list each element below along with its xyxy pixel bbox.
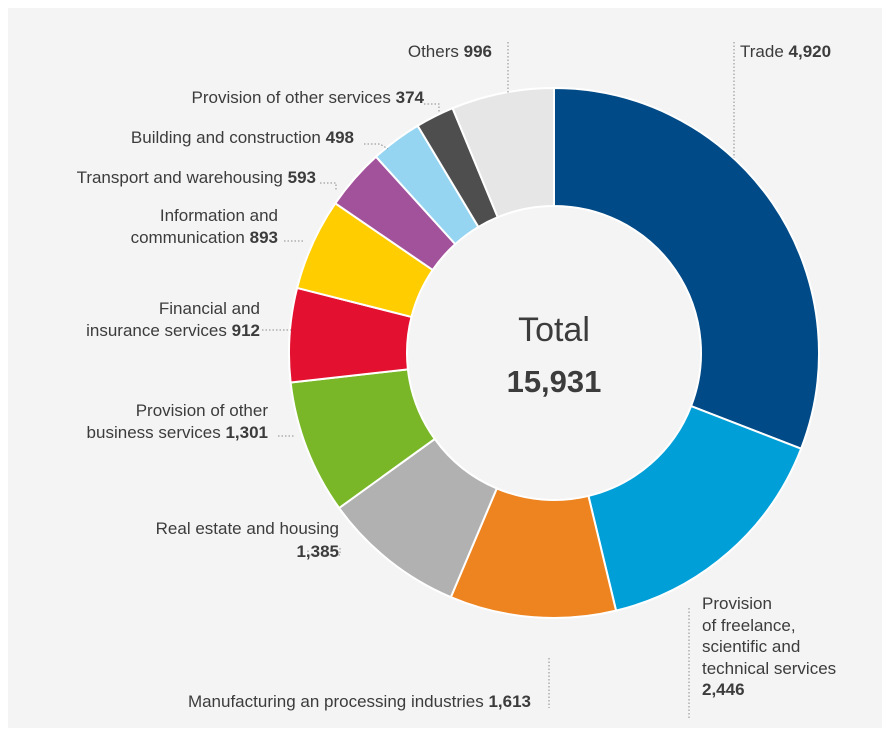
label-real-estate: Real estate and housing 1,385 [155,519,339,561]
slice-provision-of-freelance-scientific-and-technical-services [587,404,803,612]
label-others: Others 996 [407,42,492,61]
center-label: Total [518,311,590,349]
label-financial: Financial and insurance services 912 [86,299,260,340]
slice-trade [553,86,820,451]
label-other-business: Provision of other business services 1,3… [86,401,268,442]
chart-panel: Total 15,931 Trade 4,920 Provision of fr… [8,8,882,728]
label-transport: Transport and warehousing 593 [76,168,316,187]
leader-line [320,182,337,190]
label-trade: Trade 4,920 [740,42,832,61]
label-building: Building and construction 498 [130,128,354,147]
label-freelance: Provision of freelance, scientific and t… [702,594,837,699]
label-info-comm: Information and communication 893 [130,206,278,247]
label-other-services: Provision of other services 374 [191,88,424,107]
leader-line [424,103,440,112]
slice-others [451,86,555,219]
leader-line [364,143,389,150]
label-manufacturing: Manufacturing an processing industries 1… [187,692,531,711]
leader-line [307,548,341,556]
donut-chart: Total 15,931 [262,42,820,718]
center-total: 15,931 [507,364,602,399]
